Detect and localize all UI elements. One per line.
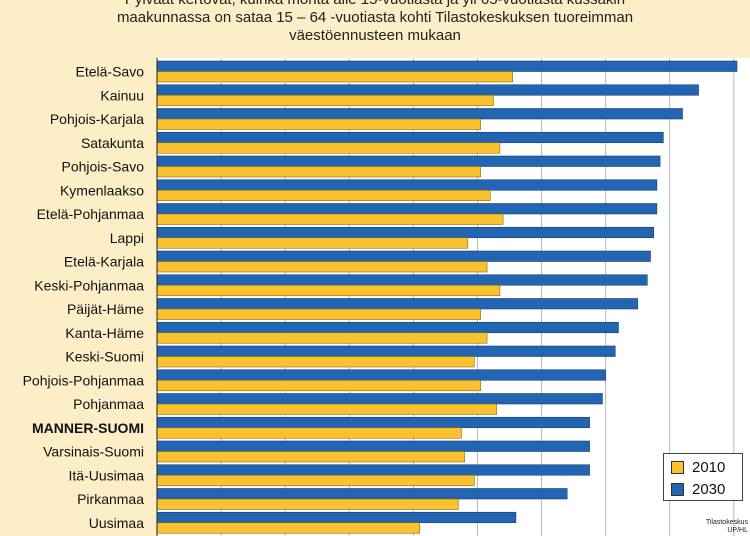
legend-item-2010: 2010	[671, 458, 726, 476]
bar-2030-kymenlaakso	[156, 179, 658, 191]
bar-2030-pohjois-pohjanmaa	[156, 369, 606, 381]
category-labels: Etelä-Savo Kainuu Pohjois-Karjala Satakunta…	[23, 64, 145, 531]
bar-2010-etelä-savo	[156, 71, 513, 83]
legend: 2010 2030	[663, 453, 743, 501]
bar-2010-keski-pohjanmaa	[156, 284, 501, 297]
bar-2010-pohjanmaa	[156, 403, 497, 415]
bar-2030-itä-uusimaa	[156, 464, 590, 476]
legend-item-2030: 2030	[671, 480, 726, 498]
bar-2030-keski-pohjanmaa	[156, 274, 648, 286]
legend-label-2010: 2010	[692, 458, 726, 476]
bar-2010-varsinais-suomi	[156, 451, 465, 463]
category-label-pohjois-pohjanmaa: Pohjois-Pohjanmaa	[23, 372, 145, 388]
legend-swatch-2030	[671, 482, 684, 496]
category-label-etelä-pohjanmaa: Etelä-Pohjanmaa	[37, 206, 145, 222]
category-label-manner-suomi: MANNER-SUOMI	[32, 420, 144, 436]
bar-2010-kanta-häme	[156, 332, 488, 344]
category-label-pohjanmaa: Pohjanmaa	[73, 396, 144, 412]
category-label-kainuu: Kainuu	[100, 87, 144, 103]
source-credit: Tilastokeskus UP/HL	[680, 519, 748, 535]
bar-2010-keski-suomi	[156, 356, 475, 368]
bar-2030-manner-suomi	[156, 416, 590, 429]
bar-2010-päijät-häme	[156, 308, 481, 320]
bar-2030-varsinais-suomi	[156, 440, 590, 452]
bar-2010-itä-uusimaa	[156, 474, 475, 487]
bar-2010-satakunta	[156, 142, 501, 154]
source-line-1: Tilastokeskus	[705, 519, 748, 526]
bar-2010-pohjois-karjala	[156, 118, 481, 130]
bar-2030-lappi	[156, 226, 654, 239]
bar-2010-etelä-pohjanmaa	[156, 213, 504, 225]
bar-2030-uusimaa	[156, 511, 517, 524]
chart-subtitle: Pylväät kertovat, kuinka monta alle 15-v…	[0, 0, 750, 45]
bar-2030-pirkanmaa	[156, 488, 568, 500]
bar-2030-etelä-karjala	[156, 250, 651, 262]
bar-2030-pohjanmaa	[156, 393, 603, 405]
category-label-kanta-häme: Kanta-Häme	[65, 325, 144, 341]
bar-2010-kainuu	[156, 94, 494, 107]
bar-2010-pirkanmaa	[156, 498, 459, 510]
subtitle-line-2: maakunnassa on sataa 15 – 64 -vuotiasta …	[116, 9, 634, 26]
category-label-etelä-karjala: Etelä-Karjala	[64, 254, 144, 270]
legend-swatch-2010	[671, 460, 684, 474]
bar-2030-kainuu	[156, 84, 699, 96]
subtitle-line-3: väestöennusteen mukaan	[289, 27, 461, 44]
bar-2030-pohjois-savo	[156, 155, 661, 167]
bar-2030-päijät-häme	[156, 298, 638, 310]
category-label-päijät-häme: Päijät-Häme	[67, 301, 144, 317]
category-label-lappi: Lappi	[110, 230, 144, 246]
category-label-pirkanmaa: Pirkanmaa	[77, 491, 144, 507]
bar-2010-uusimaa	[156, 522, 421, 534]
legend-label-2030: 2030	[692, 480, 726, 498]
category-label-etelä-savo: Etelä-Savo	[76, 64, 145, 80]
bar-2010-lappi	[156, 237, 469, 249]
category-label-kymenlaakso: Kymenlaakso	[60, 182, 144, 198]
source-line-2: UP/HL	[727, 527, 748, 534]
bar-2010-pohjois-savo	[156, 166, 481, 178]
category-label-pohjois-karjala: Pohjois-Karjala	[50, 111, 144, 127]
category-label-itä-uusimaa: Itä-Uusimaa	[69, 467, 145, 483]
category-label-keski-suomi: Keski-Suomi	[65, 349, 144, 365]
category-label-uusimaa: Uusimaa	[89, 515, 144, 531]
bar-2030-satakunta	[156, 131, 664, 144]
bar-2010-pohjois-pohjanmaa	[156, 379, 481, 392]
bar-2030-etelä-savo	[156, 60, 738, 72]
bar-2030-kanta-häme	[156, 321, 619, 334]
category-label-varsinais-suomi: Varsinais-Suomi	[43, 444, 144, 460]
bar-2010-manner-suomi	[156, 427, 462, 439]
category-label-pohjois-savo: Pohjois-Savo	[62, 159, 145, 175]
category-label-keski-pohjanmaa: Keski-Pohjanmaa	[34, 277, 144, 293]
bar-2010-etelä-karjala	[156, 261, 488, 273]
bar-2030-etelä-pohjanmaa	[156, 203, 658, 215]
bar-2030-pohjois-karjala	[156, 108, 683, 120]
bar-2010-kymenlaakso	[156, 189, 491, 202]
category-label-satakunta: Satakunta	[81, 135, 144, 151]
bar-2030-keski-suomi	[156, 345, 616, 357]
subtitle-line-1: Pylväät kertovat, kuinka monta alle 15-v…	[125, 0, 625, 8]
